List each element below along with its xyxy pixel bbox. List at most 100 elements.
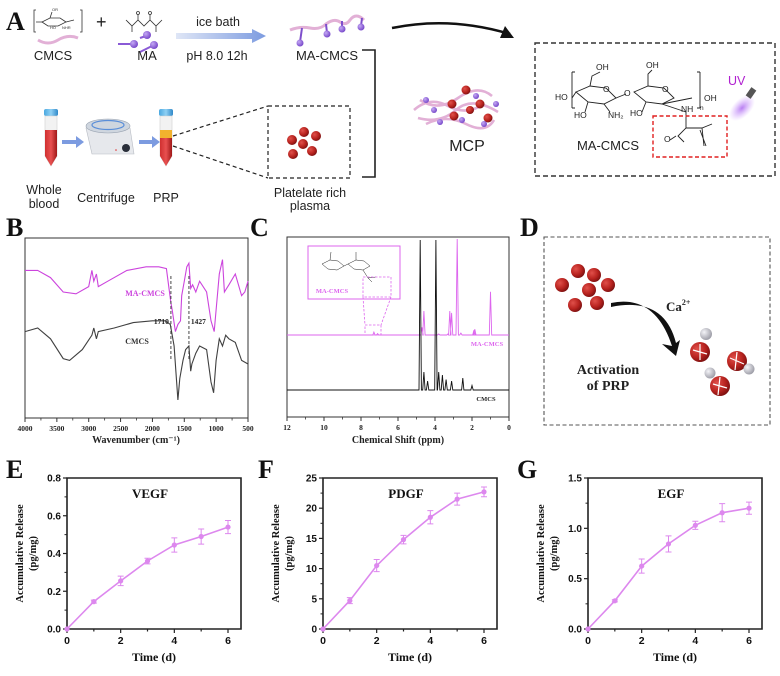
y-tick-label: 1.5 <box>568 474 582 485</box>
data-point <box>692 522 698 528</box>
data-point <box>118 578 124 584</box>
x-tick-label: 2 <box>639 635 645 647</box>
y-tick-label: 0 <box>311 625 317 636</box>
y-axis-label-line1: Accumulative Release <box>536 504 547 603</box>
ma-cmcs-label: MA-CMCS <box>296 48 358 63</box>
y-tick-label: 5 <box>311 594 317 605</box>
curved-arrow-icon <box>391 21 511 36</box>
ma-cmcs-nmr-line <box>287 238 509 336</box>
release-line <box>66 526 229 630</box>
x-tick-label: 1000 <box>209 424 224 433</box>
nmr-zoom-lines <box>362 296 392 326</box>
panel-letter-b: B <box>6 213 23 242</box>
data-point <box>719 510 725 516</box>
x-tick-label: 3500 <box>49 424 64 433</box>
mcp-label: MCP <box>449 138 485 155</box>
panel-f: F 0 5 10 15 20 25 0 2 4 6 Time (d) Accumulative Rel… <box>258 455 498 664</box>
y-tick-label: 0.2 <box>47 587 61 598</box>
atom-o-carbonyl: O <box>664 134 671 144</box>
panel-e: E 0.0 0.2 0.4 0.6 0.8 0 2 4 6 Time (d) Accumulativ… <box>6 455 242 664</box>
annotation-label-1710: 1710 <box>154 317 169 326</box>
data-point <box>746 505 752 511</box>
methacryl-group-highlight-box <box>652 115 728 158</box>
atom-oh: OH <box>646 60 659 70</box>
data-point <box>347 598 353 604</box>
y-tick-label: 20 <box>306 504 318 515</box>
series-label-cmcs: CMCS <box>125 337 149 346</box>
x-tick-label: 2 <box>470 423 474 432</box>
x-axis-label: Time (d) <box>653 650 697 664</box>
plot-frame <box>322 477 498 630</box>
pdgf-release-chart: 0 5 10 15 20 25 0 2 4 6 Time (d) Accumulative Relea… <box>271 474 498 664</box>
x-tick-label: 1500 <box>177 424 192 433</box>
cmcs-nmr-line <box>287 239 509 391</box>
structure-label: MA-CMCS <box>577 138 639 153</box>
data-point <box>454 496 460 502</box>
mcp-hydrogel-icon <box>413 85 499 130</box>
panel-c: C 12 10 8 6 4 2 0 MA-CMCS CMCS MA-CMCS Chemical … <box>250 213 511 446</box>
data-point <box>91 599 97 605</box>
y-tick-label: 15 <box>306 534 318 545</box>
flow-arrow-1-icon <box>62 136 84 148</box>
y-axis-label-line2: (pg/mg) <box>28 536 39 572</box>
y-tick-label: 0.8 <box>47 474 61 485</box>
data-point <box>585 626 591 632</box>
series-label-ma-cmcs: MA-CMCS <box>471 341 504 348</box>
cmcs-structure-icon: HO NHR OR <box>33 7 83 33</box>
ma-molecule-icons <box>118 31 158 53</box>
panel-g: G 0.0 0.5 1.0 1.5 0 2 4 6 Time (d) Accumulative R… <box>517 455 763 664</box>
nmr-inset-label: MA-CMCS <box>316 288 349 295</box>
data-point <box>144 558 151 564</box>
whole-blood-label-line1: Whole <box>26 183 61 197</box>
centrifuge-icon <box>85 118 135 155</box>
prp-zoom-label-line1: Platelate rich <box>274 186 346 200</box>
atom-o-glycosidic: O <box>624 88 631 98</box>
nmr-chart: 12 10 8 6 4 2 0 MA-CMCS CMCS <box>283 238 511 432</box>
structure-dashed-box <box>534 42 776 177</box>
y-axis-label-line2: (pg/mg) <box>549 536 560 572</box>
y-tick-label: 1.0 <box>568 524 582 535</box>
prp-tube-icon <box>159 109 173 167</box>
x-tick-label: 0 <box>320 635 326 647</box>
centrifuge-label: Centrifuge <box>77 191 135 205</box>
x-tick-label: 4 <box>427 635 433 647</box>
data-point <box>427 514 433 520</box>
ftir-x-axis-label: Wavenumber (cm⁻¹) <box>92 435 180 446</box>
data-point <box>400 537 407 543</box>
nmr-x-axis-label: Chemical Shift (ppm) <box>352 435 444 446</box>
release-line <box>322 491 485 630</box>
chart-title: VEGF <box>132 486 168 501</box>
y-axis-label-line2: (pg/mg) <box>284 536 295 572</box>
zoom-dashed-lines <box>172 105 351 179</box>
ion-charge: 2+ <box>682 298 691 307</box>
reaction-arrow-icon <box>176 29 266 43</box>
curved-arrow-head-icon <box>500 26 514 38</box>
plot-frame <box>66 477 242 630</box>
atom-oh: OH <box>596 62 609 72</box>
data-point <box>320 626 326 632</box>
nmr-inset-highlight-box <box>362 276 392 298</box>
x-tick-label: 10 <box>320 423 328 432</box>
x-tick-label: 4000 <box>18 424 33 433</box>
x-axis-label: Time (d) <box>388 650 432 664</box>
data-point <box>374 562 380 569</box>
x-tick-label: 0 <box>64 635 70 647</box>
y-tick-label: 0.6 <box>47 511 61 522</box>
uv-lamp-icon <box>729 87 757 121</box>
condition-ice-bath: ice bath <box>196 15 240 29</box>
activation-arrow-icon <box>611 301 680 356</box>
x-tick-label: 8 <box>359 423 363 432</box>
data-point <box>665 541 672 547</box>
panel-d: D Ca2+ Activation of PRP <box>520 213 771 426</box>
y-axis-label: Accumulative Release (pg/mg) <box>536 504 560 603</box>
panel-letter-a: A <box>6 7 25 36</box>
activation-caption-line2: of PRP <box>587 379 630 394</box>
x-tick-label: 6 <box>225 635 231 647</box>
y-tick-label: 0.0 <box>47 625 61 636</box>
atom-oh: OH <box>704 93 717 103</box>
x-tick-label: 2 <box>374 635 380 647</box>
nmr-inset-box <box>307 245 401 300</box>
y-tick-label: 0.5 <box>568 574 582 585</box>
x-tick-label: 2 <box>118 635 124 647</box>
